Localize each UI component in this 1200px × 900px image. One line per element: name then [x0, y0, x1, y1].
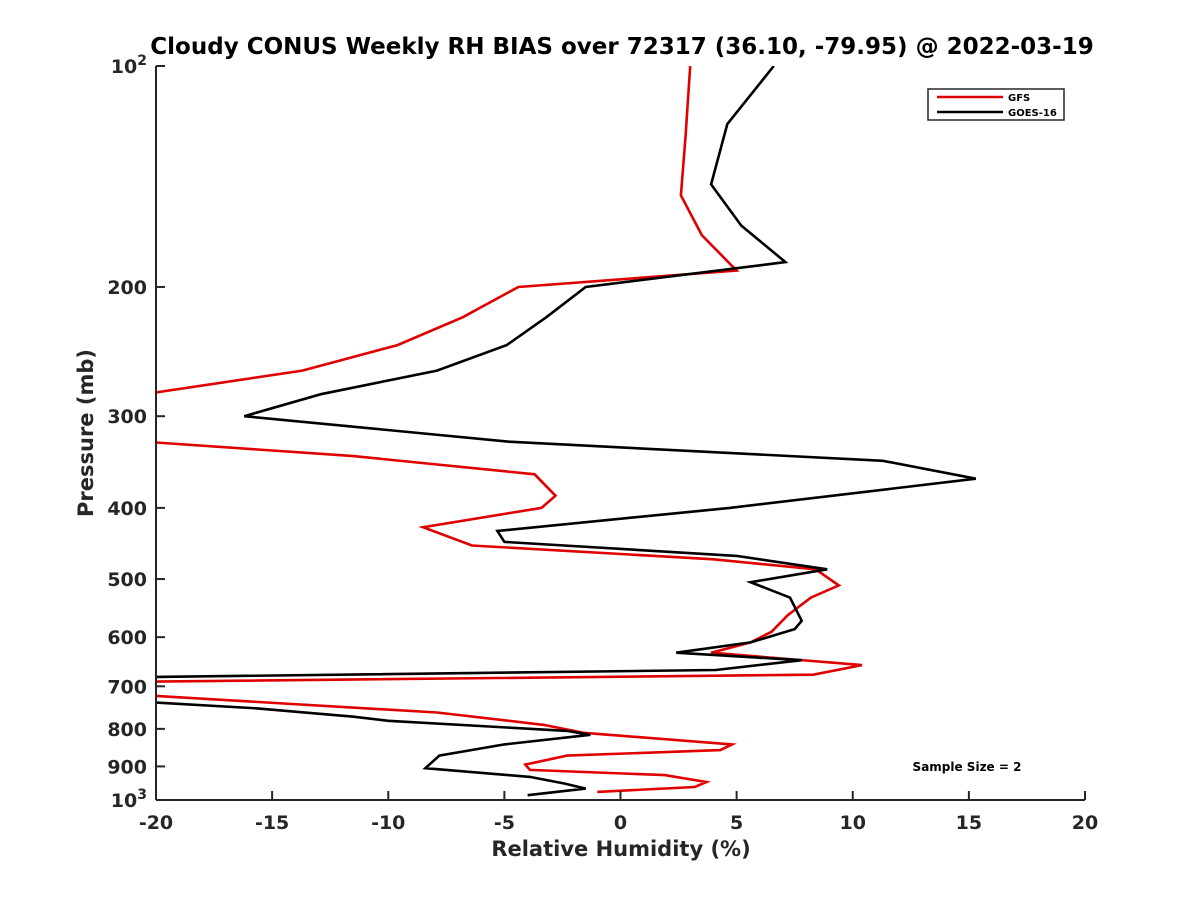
x-tick-label: 20	[1072, 812, 1098, 834]
x-ticks: -20 -15 -10 -5 0 5 10 15 20	[139, 791, 1098, 834]
y-ticks: 102 200 300 400 500 600 700 800 900 103	[107, 53, 165, 812]
series-line-goes-16	[156, 66, 977, 797]
x-tick-label: -10	[371, 812, 405, 834]
x-tick-label: 5	[730, 812, 743, 834]
legend-box	[927, 88, 1065, 121]
x-tick-label: -5	[494, 812, 515, 834]
chart-title: Cloudy CONUS Weekly RH BIAS over 72317 (…	[150, 34, 1093, 60]
y-tick-label: 200	[107, 277, 147, 299]
y-axis-label: Pressure (mb)	[74, 349, 98, 517]
legend: GFS GOES-16	[927, 88, 1065, 121]
sample-size-annotation: Sample Size = 2	[913, 760, 1022, 774]
x-tick-label: 0	[614, 812, 627, 834]
y-tick-label: 400	[107, 498, 147, 520]
y-tick-label: 700	[107, 676, 147, 698]
x-tick-label: -20	[139, 812, 173, 834]
y-tick-label: 600	[107, 627, 147, 649]
y-tick-label: 102	[111, 53, 147, 78]
x-axis-label: Relative Humidity (%)	[491, 837, 750, 861]
x-tick-label: -15	[255, 812, 289, 834]
plot-lines	[156, 66, 977, 797]
y-tick-label: 800	[107, 719, 147, 741]
x-tick-label: 15	[956, 812, 982, 834]
x-tick-label: 10	[840, 812, 866, 834]
y-tick-label: 103	[111, 787, 147, 812]
legend-label: GFS	[1008, 93, 1030, 104]
y-tick-label: 900	[107, 756, 147, 778]
legend-label: GOES-16	[1008, 108, 1057, 119]
y-tick-label: 300	[107, 406, 147, 428]
series-line-gfs	[156, 66, 863, 794]
y-tick-label: 500	[107, 569, 147, 591]
